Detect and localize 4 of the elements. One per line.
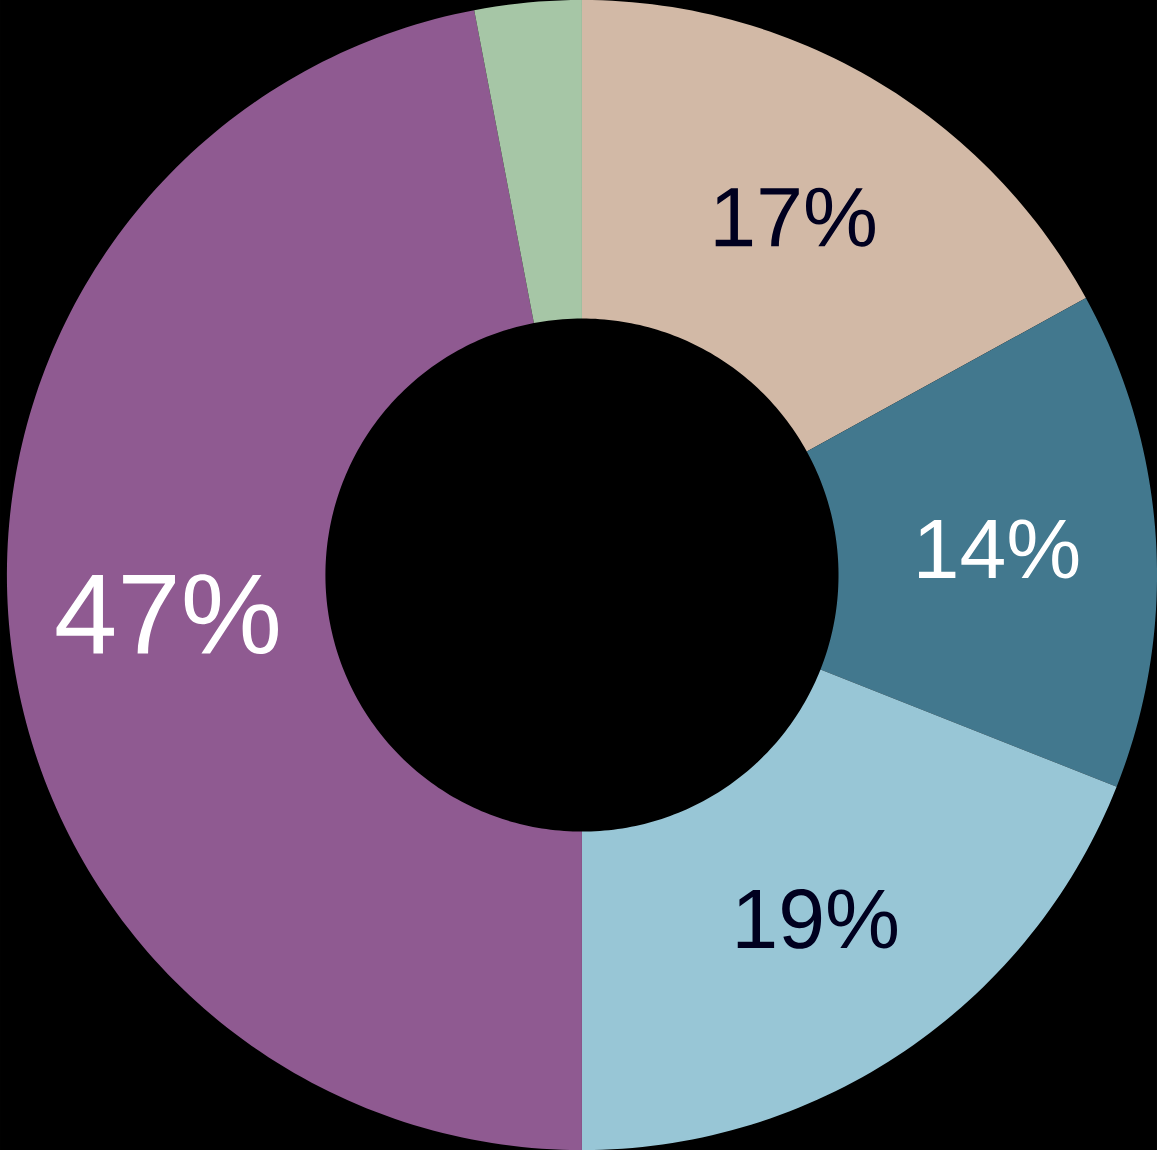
data-label: 47%: [56, 574, 278, 654]
data-label: 17%: [715, 187, 875, 247]
data-label: 14%: [919, 519, 1079, 579]
data-label: 19%: [737, 889, 897, 949]
